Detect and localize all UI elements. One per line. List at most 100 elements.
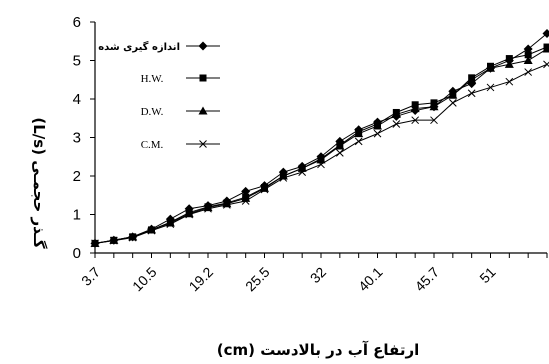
data-point bbox=[241, 186, 251, 196]
y-tick-label: 1 bbox=[73, 207, 81, 224]
data-point bbox=[524, 68, 533, 76]
data-point-stroke bbox=[147, 226, 156, 235]
data-point-stroke bbox=[524, 68, 533, 76]
data-point bbox=[335, 141, 345, 150]
data-point bbox=[109, 235, 119, 244]
data-point-stroke bbox=[411, 116, 420, 125]
data-point-stroke bbox=[166, 220, 175, 228]
data-point bbox=[391, 109, 401, 118]
data-point bbox=[429, 102, 439, 111]
data-point bbox=[260, 183, 269, 192]
data-point bbox=[198, 106, 208, 115]
series-triangle bbox=[90, 44, 549, 247]
y-tick-label: 3 bbox=[73, 130, 81, 147]
data-point bbox=[279, 174, 288, 182]
data-point bbox=[523, 44, 533, 54]
data-point-stroke bbox=[354, 137, 363, 146]
y-axis-label: گـذر حجمـی (L/s) bbox=[30, 117, 48, 249]
axes: 0 1 2 3 4 5 6 3.7 10.5 19.2 25.5 32 40.1 45.7 51 bbox=[73, 14, 548, 295]
data-point-stroke bbox=[486, 83, 495, 92]
data-point bbox=[316, 155, 326, 164]
data-point-stroke bbox=[222, 201, 231, 209]
data-point-stroke bbox=[467, 89, 476, 98]
data-point bbox=[504, 59, 514, 68]
data-point-stroke bbox=[185, 210, 194, 219]
data-point bbox=[448, 90, 458, 99]
data-point bbox=[505, 77, 514, 86]
y-tick-label: 5 bbox=[73, 53, 81, 70]
data-point bbox=[373, 129, 382, 138]
data-point bbox=[542, 44, 549, 53]
data-point bbox=[199, 140, 207, 148]
data-point bbox=[185, 210, 194, 219]
x-tick-label: 45.7 bbox=[412, 264, 443, 295]
data-point-stroke bbox=[241, 197, 250, 205]
data-point bbox=[467, 75, 477, 84]
y-tick-label: 6 bbox=[73, 14, 81, 31]
series-x bbox=[91, 60, 549, 248]
data-point bbox=[410, 104, 420, 113]
legend: اندازه گیری شده H.W. D.W. C.M. bbox=[98, 40, 220, 151]
data-point bbox=[354, 137, 363, 146]
data-point bbox=[543, 60, 549, 69]
data-point bbox=[222, 201, 231, 209]
data-point-stroke bbox=[373, 129, 382, 138]
data-point bbox=[523, 56, 533, 64]
data-point bbox=[317, 160, 325, 169]
data-point bbox=[467, 89, 476, 98]
data-point bbox=[198, 41, 208, 51]
data-point bbox=[430, 116, 438, 125]
data-point-stroke bbox=[109, 236, 118, 245]
data-point bbox=[524, 51, 532, 59]
data-point bbox=[505, 55, 513, 63]
x-tick-label: 25.5 bbox=[242, 264, 273, 295]
x-tick-label: 19.2 bbox=[186, 264, 217, 295]
y-tick-label: 2 bbox=[73, 168, 81, 185]
data-point bbox=[354, 129, 364, 138]
data-point bbox=[199, 74, 207, 82]
data-point-stroke bbox=[448, 98, 457, 107]
data-point bbox=[486, 83, 495, 92]
data-point bbox=[128, 233, 137, 242]
data-point-stroke bbox=[392, 120, 401, 128]
legend-label: C.M. bbox=[141, 139, 164, 151]
data-point-stroke bbox=[298, 168, 307, 177]
x-axis-label: ارتفاع آب در بالادست (cm) bbox=[217, 341, 420, 359]
data-point-stroke bbox=[279, 174, 288, 182]
data-point-stroke bbox=[91, 239, 99, 248]
data-point-stroke bbox=[317, 160, 325, 169]
legend-label: D.W. bbox=[141, 106, 164, 118]
y-tick-label: 0 bbox=[73, 245, 81, 262]
data-point-stroke bbox=[543, 61, 549, 69]
legend-label: H.W. bbox=[141, 73, 164, 85]
data-point-stroke bbox=[204, 204, 212, 213]
data-point bbox=[448, 98, 457, 107]
x-tick-label: 32 bbox=[307, 264, 329, 286]
x-tick-label: 40.1 bbox=[355, 264, 386, 295]
data-point bbox=[392, 120, 401, 128]
data-point bbox=[335, 149, 344, 157]
data-point bbox=[542, 29, 549, 39]
legend-label: اندازه گیری شده bbox=[98, 40, 180, 53]
data-point bbox=[260, 185, 269, 194]
x-tick-label: 10.5 bbox=[129, 264, 160, 295]
x-tick-label: 51 bbox=[476, 264, 498, 286]
data-point bbox=[91, 239, 99, 248]
series-layer bbox=[90, 29, 549, 248]
data-point-stroke bbox=[335, 149, 344, 157]
data-point bbox=[411, 116, 420, 125]
data-point bbox=[241, 197, 250, 205]
data-point-stroke bbox=[430, 116, 438, 125]
data-point bbox=[204, 204, 212, 213]
y-tick-label: 4 bbox=[73, 91, 81, 108]
data-point bbox=[373, 121, 382, 130]
data-point-stroke bbox=[199, 140, 207, 148]
data-point-stroke bbox=[505, 77, 514, 86]
data-point bbox=[147, 226, 156, 235]
data-point-stroke bbox=[260, 185, 269, 194]
data-point-stroke bbox=[128, 233, 137, 242]
x-tick-label: 3.7 bbox=[78, 264, 103, 289]
data-point bbox=[166, 220, 175, 228]
data-point bbox=[109, 236, 118, 245]
